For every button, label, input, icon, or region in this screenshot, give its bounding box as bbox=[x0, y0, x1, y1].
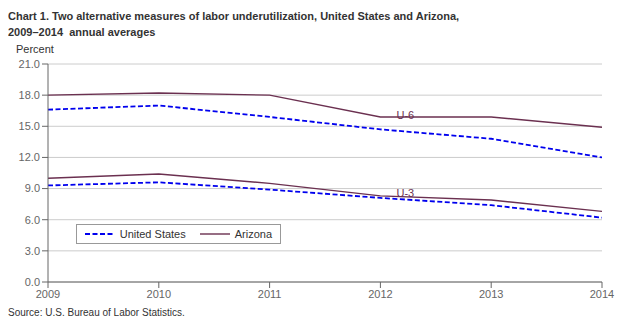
svg-text:21.0: 21.0 bbox=[19, 58, 40, 70]
svg-text:2012: 2012 bbox=[368, 288, 392, 300]
svg-text:0.0: 0.0 bbox=[25, 276, 40, 288]
svg-text:2010: 2010 bbox=[147, 288, 171, 300]
svg-text:2011: 2011 bbox=[258, 288, 282, 300]
svg-text:12.0: 12.0 bbox=[19, 151, 40, 163]
svg-text:U-6: U-6 bbox=[396, 109, 414, 121]
html-text:Chart 1. Two alternative measu: Chart 1. Two alternative measures of lab… bbox=[8, 10, 460, 38]
svg-text:U-3: U-3 bbox=[396, 187, 414, 199]
svg-text:18.0: 18.0 bbox=[19, 89, 40, 101]
svg-text:6.0: 6.0 bbox=[25, 214, 40, 226]
html-text:Percent: Percent bbox=[16, 43, 54, 55]
svg-text:3.0: 3.0 bbox=[25, 245, 40, 257]
svg-text:15.0: 15.0 bbox=[19, 120, 40, 132]
html-text:Source: U.S. Bureau of Labor S: Source: U.S. Bureau of Labor Statistics. bbox=[8, 307, 185, 318]
svg-text:2013: 2013 bbox=[479, 288, 503, 300]
svg-text:9.0: 9.0 bbox=[25, 182, 40, 194]
html-text:United States: United States bbox=[119, 228, 186, 240]
html-text:Arizona: Arizona bbox=[234, 228, 272, 240]
svg-text:2009: 2009 bbox=[36, 288, 60, 300]
svg-text:2014: 2014 bbox=[590, 288, 614, 300]
